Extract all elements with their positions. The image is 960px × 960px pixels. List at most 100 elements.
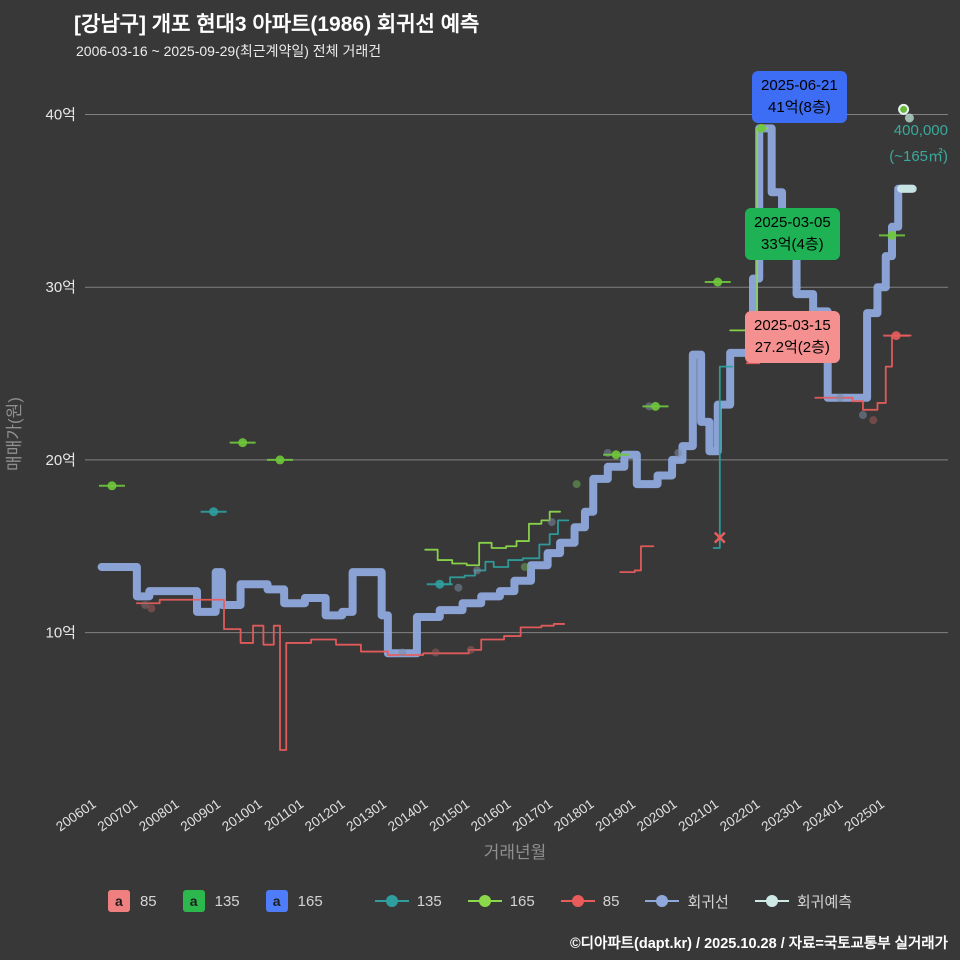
legend-dot	[385, 895, 398, 907]
legend-series-165[interactable]: 165	[467, 892, 535, 910]
marker-point	[611, 450, 621, 460]
legend-line-marker	[645, 895, 680, 907]
marker-point	[275, 455, 285, 465]
legend-label: 165	[509, 892, 535, 910]
marker-point	[891, 331, 901, 341]
marker-point	[904, 113, 914, 123]
legend-area-165[interactable]: a 165	[265, 890, 323, 912]
marker-point	[209, 507, 219, 517]
x-tick-label: 201201	[302, 796, 348, 834]
scatter-point	[431, 648, 440, 657]
x-tick-label: 200701	[95, 796, 141, 834]
legend-label: 165	[297, 892, 323, 910]
legend-line-marker	[374, 895, 409, 907]
x-tick-label: 201401	[385, 796, 431, 834]
x-tick-label: 202301	[759, 796, 805, 834]
annotation-latest-85: 2025-03-15 27.2억(2층)	[745, 311, 840, 363]
scatter-point	[141, 600, 150, 609]
marker-x	[713, 531, 726, 544]
y-tick-label: 10억	[46, 625, 77, 642]
legend-dot	[571, 895, 584, 907]
scatter-point	[147, 604, 156, 613]
legend-label: 135	[416, 892, 442, 910]
x-tick-label: 201901	[593, 796, 639, 834]
marker-point	[898, 103, 910, 115]
marker-point	[435, 579, 445, 589]
price-chart: 10억 20억 30억 40억 2006012007012008012009012010…	[5, 103, 948, 862]
marker-point	[887, 230, 897, 240]
legend-area-swatch: a	[182, 890, 205, 912]
marker-point	[713, 277, 723, 287]
scatter-point	[674, 448, 683, 457]
x-tick-label: 200801	[136, 796, 182, 834]
scatter-point	[473, 566, 482, 575]
series-85	[814, 334, 912, 411]
legend-label: 85	[139, 892, 157, 910]
legend-line-marker	[467, 895, 502, 907]
x-tick-label: 200901	[178, 796, 224, 834]
marker-point	[756, 123, 766, 133]
legend-dot	[656, 895, 669, 907]
x-tick-label: 202001	[634, 796, 680, 834]
scatter-point	[572, 480, 581, 489]
x-tick-label: 201101	[262, 796, 307, 834]
annotation-date: 2025-03-05	[754, 214, 831, 231]
legend-area-swatch: a	[107, 890, 130, 912]
x-tick-label: 201601	[468, 796, 514, 834]
series-85	[619, 545, 655, 574]
legend-area-135[interactable]: a 135	[182, 890, 240, 912]
legend-dot	[765, 895, 778, 907]
scatter-point	[869, 416, 878, 425]
legend-line-marker	[560, 895, 595, 907]
x-tick-label: 201701	[510, 796, 556, 834]
price-note-area: (~165㎡)	[889, 148, 948, 165]
marker-point	[650, 401, 660, 411]
legend-series-85[interactable]: 85	[560, 892, 620, 910]
legend-area-85[interactable]: a 85	[107, 890, 157, 912]
annotation-price: 27.2억(2층)	[754, 339, 830, 356]
scatter-point	[547, 518, 556, 527]
legend-gap	[336, 901, 362, 902]
series-135	[712, 365, 734, 549]
legend: a 85 a 135 a 165 135 165 85 회귀선 회귀예측	[0, 890, 960, 912]
annotation-date: 2025-03-15	[754, 317, 831, 334]
x-tick-label: 201801	[551, 796, 597, 834]
marker-point	[107, 481, 117, 491]
legend-label: 85	[602, 892, 620, 910]
scatter-point	[398, 648, 407, 657]
page-title: [강남구] 개포 현대3 아파트(1986) 회귀선 예측	[74, 13, 480, 36]
legend-dot	[478, 895, 491, 907]
x-tick-label: 202401	[800, 796, 846, 834]
series-85	[135, 598, 566, 751]
scatter-point	[520, 562, 529, 571]
annotation-date: 2025-06-21	[761, 77, 838, 94]
legend-label: 회귀예측	[796, 893, 853, 911]
legend-area-swatch: a	[265, 890, 288, 912]
x-tick-label: 201001	[219, 796, 265, 834]
legend-series-회귀예측[interactable]: 회귀예측	[754, 891, 853, 912]
y-tick-label: 20억	[46, 452, 77, 469]
price-note-value: 400,000	[893, 122, 948, 139]
y-axis-label: 매매가(원)	[5, 397, 24, 471]
legend-label: 회귀선	[687, 893, 729, 911]
x-tick-label: 200601	[53, 796, 99, 834]
price-note: 400,000 (~165㎡)	[889, 118, 948, 170]
x-tick-label: 202501	[842, 796, 888, 834]
scatter-point	[466, 645, 475, 654]
scatter-point	[603, 448, 612, 457]
legend-series-135[interactable]: 135	[374, 892, 442, 910]
annotation-price: 33억(4층)	[761, 236, 824, 253]
scatter-point	[836, 393, 845, 402]
x-tick-label: 201501	[427, 796, 473, 834]
page-subtitle: 2006-03-16 ~ 2025-09-29(최근계약일) 전체 거래건	[76, 43, 382, 59]
legend-line-marker	[754, 895, 789, 907]
annotation-latest-165: 2025-06-21 41억(8층)	[752, 71, 847, 123]
x-tick-label: 201301	[344, 796, 390, 834]
legend-series-회귀선[interactable]: 회귀선	[645, 891, 729, 912]
series-165	[424, 510, 561, 567]
annotation-price: 41억(8층)	[768, 99, 831, 116]
scatter-point	[858, 411, 867, 420]
y-tick-label: 30억	[46, 279, 77, 296]
footer-credit: ©디아파트(dapt.kr) / 2025.10.28 / 자료=국토교통부 실…	[569, 936, 948, 952]
